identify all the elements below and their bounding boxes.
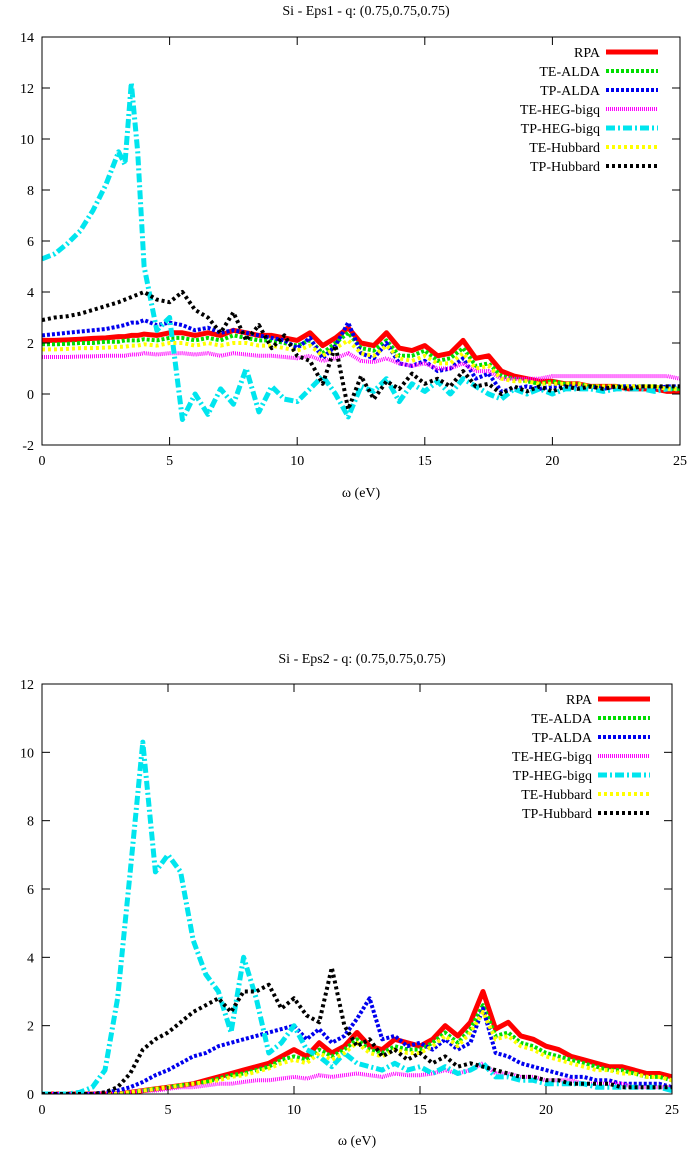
legend-label: TE-Hubbard [529, 141, 600, 156]
x-tick-label: 10 [287, 1103, 301, 1118]
x-tick-label: 0 [39, 454, 46, 469]
y-tick-label: 4 [27, 951, 34, 966]
series-group [42, 739, 672, 1094]
x-tick-label: 15 [413, 1103, 427, 1118]
chart-title: Si - Eps2 - q: (0.75,0.75,0.75) [278, 652, 446, 667]
x-tick-label: 25 [673, 454, 687, 469]
chart-panel-1: Si - Eps1 - q: (0.75,0.75,0.75)0 5 10 15 20 2… [20, 4, 687, 501]
x-axis-label: ω (eV) [338, 1134, 377, 1149]
series-line-tp-hubbard [42, 965, 672, 1094]
series-line-tp-heg-bigq [42, 739, 672, 1094]
legend-label: RPA [566, 693, 593, 708]
y-tick-label: 12 [20, 82, 34, 97]
legend-label: TP-Hubbard [522, 807, 592, 822]
y-tick-label: 0 [27, 1088, 34, 1103]
x-tick-label: 20 [545, 454, 559, 469]
legend-label: TE-ALDA [539, 65, 601, 80]
x-tick-label: 0 [39, 1103, 46, 1118]
series-line-tp-alda [42, 996, 672, 1094]
y-tick-label: 8 [27, 184, 34, 199]
y-tick-label: 2 [27, 337, 34, 352]
legend-label: RPA [574, 46, 601, 61]
series-line-te-heg-bigq [42, 351, 680, 381]
y-tick-label: 2 [27, 1020, 34, 1035]
x-tick-label: 5 [165, 1103, 172, 1118]
series-line-tp-alda [42, 318, 680, 394]
y-tick-label: -2 [22, 439, 34, 454]
x-tick-label: 5 [166, 454, 173, 469]
x-tick-label: 25 [665, 1103, 679, 1118]
series-line-tp-heg-bigq [42, 80, 680, 422]
legend-label: TE-HEG-bigq [520, 103, 600, 118]
legend-label: TE-Hubbard [521, 788, 592, 803]
series-line-te-alda [42, 330, 680, 391]
legend-label: TE-HEG-bigq [512, 750, 592, 765]
y-tick-label: 14 [20, 31, 34, 46]
x-tick-label: 10 [290, 454, 304, 469]
y-tick-label: 10 [20, 133, 34, 148]
legend-label: TP-HEG-bigq [513, 769, 592, 784]
x-axis-label: ω (eV) [342, 486, 381, 501]
legend-label: TP-ALDA [532, 731, 593, 746]
chart-title: Si - Eps1 - q: (0.75,0.75,0.75) [282, 4, 450, 19]
y-tick-label: 6 [27, 883, 34, 898]
y-tick-label: 10 [20, 746, 34, 761]
legend-label: TP-HEG-bigq [521, 122, 600, 137]
y-tick-label: 6 [27, 235, 34, 250]
legend-label: TP-Hubbard [530, 160, 600, 175]
legend-label: TP-ALDA [540, 84, 601, 99]
legend-label: TE-ALDA [531, 712, 593, 727]
legend: RPA TE-ALDA TP-ALDA TE-HEG-bigq TP-HEG-bigq T… [520, 46, 658, 175]
series-line-te-alda [42, 1003, 672, 1094]
series-group [42, 80, 680, 422]
chart-panel-2: Si - Eps2 - q: (0.75,0.75,0.75)0 5 10 15 20 2… [20, 652, 679, 1149]
legend: RPA TE-ALDA TP-ALDA TE-HEG-bigq TP-HEG-bigq T… [512, 693, 650, 822]
y-tick-label: 8 [27, 815, 34, 830]
series-line-tp-hubbard [42, 290, 680, 412]
x-tick-label: 20 [539, 1103, 553, 1118]
x-tick-label: 15 [418, 454, 432, 469]
y-tick-label: 4 [27, 286, 34, 301]
y-tick-label: 12 [20, 678, 34, 693]
y-tick-label: 0 [27, 388, 34, 403]
